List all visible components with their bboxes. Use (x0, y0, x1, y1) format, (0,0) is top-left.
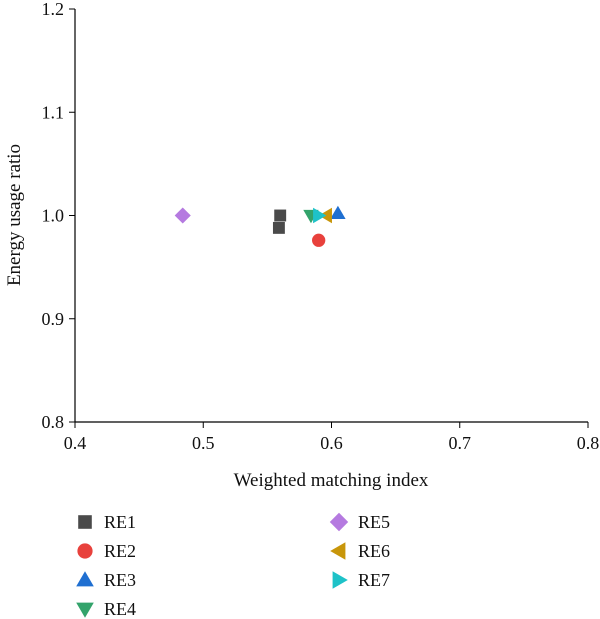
y-tick-label: 1.0 (42, 206, 65, 226)
legend-label: RE2 (104, 541, 136, 561)
legend-item-re6: RE6 (330, 541, 390, 561)
legend-label: RE4 (104, 599, 136, 619)
y-tick-label: 1.1 (42, 102, 65, 122)
x-axis-ticks: 0.4 0.5 0.6 0.7 0.8 (64, 422, 600, 453)
legend-item-re7: RE7 (332, 570, 390, 590)
legend-label: RE3 (104, 570, 136, 590)
x-tick-label: 0.5 (192, 433, 215, 453)
legend-item-re5: RE5 (329, 512, 390, 532)
y-tick-label: 0.8 (42, 412, 65, 432)
data-point-re5 (174, 207, 191, 224)
y-axis-ticks: 0.8 0.9 1.0 1.1 1.2 (42, 0, 75, 432)
legend-marker-re2 (77, 543, 93, 559)
legend-label: RE1 (104, 512, 136, 532)
data-point-re7 (313, 207, 327, 224)
legend-marker-re5 (329, 512, 349, 532)
legend-marker-re4 (76, 602, 94, 618)
y-tick-label: 1.2 (42, 0, 65, 19)
legend: RE1 RE2 RE3 RE4 RE5 RE6 RE7 (76, 512, 390, 619)
x-tick-label: 0.8 (577, 433, 600, 453)
legend-marker-re7 (332, 571, 348, 589)
legend-item-re1: RE1 (78, 512, 136, 532)
y-axis-title: Energy usage ratio (4, 144, 25, 286)
legend-item-re3: RE3 (76, 570, 136, 590)
legend-item-re4: RE4 (76, 599, 136, 619)
data-point-re2 (312, 233, 326, 247)
legend-label: RE6 (358, 541, 390, 561)
legend-label: RE5 (358, 512, 390, 532)
data-point-re1 (272, 221, 285, 234)
x-tick-label: 0.7 (449, 433, 472, 453)
legend-item-re2: RE2 (77, 541, 136, 561)
legend-marker-re6 (330, 542, 346, 560)
x-axis-title: Weighted matching index (234, 470, 429, 491)
data-point-re1 (274, 209, 287, 222)
x-tick-label: 0.6 (320, 433, 343, 453)
x-tick-label: 0.4 (64, 433, 87, 453)
data-point-re3 (330, 205, 346, 220)
legend-marker-re3 (76, 571, 94, 587)
legend-marker-re1 (78, 515, 92, 529)
data-points (174, 205, 346, 247)
y-tick-label: 0.9 (42, 309, 65, 329)
legend-label: RE7 (358, 570, 390, 590)
